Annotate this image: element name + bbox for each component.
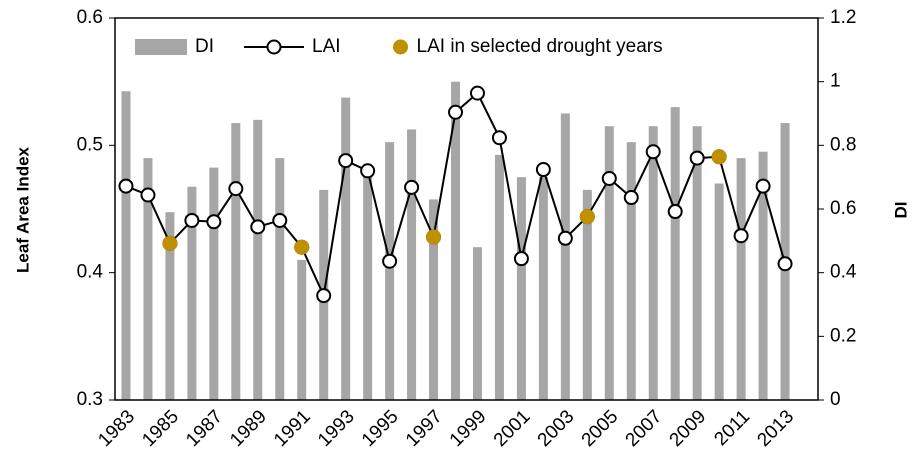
bar bbox=[429, 199, 439, 400]
point bbox=[228, 181, 244, 197]
legend-swatch bbox=[135, 39, 187, 55]
bar bbox=[121, 91, 131, 400]
x-tick-label: 2011 bbox=[710, 406, 754, 450]
legend-label: DI bbox=[195, 36, 214, 57]
bar bbox=[253, 119, 263, 400]
bar bbox=[187, 186, 197, 400]
bar bbox=[736, 158, 746, 400]
y-tick-label: 0.5 bbox=[77, 134, 103, 155]
bar bbox=[231, 123, 241, 401]
x-tick-label: 1989 bbox=[226, 406, 271, 451]
bar bbox=[516, 177, 526, 400]
point bbox=[250, 219, 266, 235]
point bbox=[294, 239, 310, 255]
bar bbox=[407, 129, 417, 400]
bar bbox=[297, 259, 307, 400]
point bbox=[645, 144, 661, 160]
point bbox=[360, 163, 376, 179]
point bbox=[118, 178, 134, 194]
bar bbox=[670, 107, 680, 400]
x-tick-label: 2013 bbox=[753, 406, 798, 451]
bar bbox=[758, 151, 768, 400]
bar bbox=[648, 126, 658, 400]
x-tick-label: 2007 bbox=[622, 406, 667, 451]
x-tick-label: 1999 bbox=[446, 406, 491, 451]
point bbox=[206, 214, 222, 230]
point bbox=[711, 149, 727, 165]
point bbox=[448, 104, 464, 120]
y-tick-label: 0.3 bbox=[77, 389, 103, 410]
bar bbox=[538, 177, 548, 400]
bar bbox=[714, 183, 724, 400]
x-tick-label: 1995 bbox=[358, 406, 403, 451]
x-tick-label: 1997 bbox=[402, 406, 447, 451]
x-tick-label: 1991 bbox=[270, 406, 315, 451]
point bbox=[162, 235, 178, 251]
bar bbox=[560, 113, 570, 400]
point bbox=[777, 256, 793, 272]
point bbox=[623, 190, 639, 206]
y2-tick-label: 0.4 bbox=[830, 262, 857, 283]
y2-tick-label: 0.2 bbox=[830, 325, 856, 346]
point bbox=[513, 251, 529, 267]
legend-swatch bbox=[266, 39, 282, 55]
x-tick-label: 2005 bbox=[578, 406, 623, 451]
bar bbox=[209, 167, 219, 400]
point bbox=[667, 204, 683, 220]
y2-tick-label: 1.2 bbox=[830, 7, 856, 28]
x-tick-label: 2001 bbox=[490, 406, 535, 451]
point bbox=[535, 162, 551, 178]
point bbox=[382, 253, 398, 269]
y-tick-label: 0.6 bbox=[77, 7, 103, 28]
legend-swatch bbox=[393, 39, 409, 55]
y2-axis-title: DI bbox=[891, 202, 910, 219]
point bbox=[272, 212, 288, 228]
x-tick-label: 1985 bbox=[138, 406, 183, 451]
bar bbox=[275, 158, 285, 400]
point bbox=[426, 229, 442, 245]
x-tick-label: 1993 bbox=[314, 406, 359, 451]
bar bbox=[604, 126, 614, 400]
bar bbox=[341, 97, 351, 400]
x-tick-label: 2009 bbox=[666, 406, 711, 451]
y2-tick-label: 1 bbox=[830, 71, 841, 92]
point bbox=[140, 187, 156, 203]
point bbox=[733, 228, 749, 244]
point bbox=[755, 178, 771, 194]
bar bbox=[582, 189, 592, 400]
bar bbox=[385, 142, 395, 400]
x-tick-label: 1987 bbox=[182, 406, 227, 451]
bar bbox=[451, 81, 461, 401]
point bbox=[557, 230, 573, 246]
y-axis-title: Leaf Area Index bbox=[13, 146, 32, 273]
point bbox=[316, 288, 332, 304]
plot-frame bbox=[114, 17, 819, 401]
y2-tick-label: 0.8 bbox=[830, 134, 856, 155]
bar bbox=[494, 154, 504, 400]
y2-tick-label: 0 bbox=[830, 389, 841, 410]
bar bbox=[626, 142, 636, 400]
bar bbox=[692, 126, 702, 400]
legend-label: LAI in selected drought years bbox=[417, 36, 663, 57]
point bbox=[689, 150, 705, 166]
bar bbox=[472, 247, 482, 400]
point bbox=[404, 179, 420, 195]
y2-tick-label: 0.6 bbox=[830, 198, 856, 219]
bar bbox=[143, 158, 153, 400]
x-tick-label: 1983 bbox=[94, 406, 139, 451]
point bbox=[579, 209, 595, 225]
x-tick-label: 2003 bbox=[534, 406, 579, 451]
point bbox=[184, 212, 200, 228]
point bbox=[338, 153, 354, 169]
point bbox=[491, 130, 507, 146]
bar bbox=[165, 212, 175, 400]
point bbox=[601, 170, 617, 186]
point bbox=[469, 85, 485, 101]
bar bbox=[363, 167, 373, 400]
y-tick-label: 0.4 bbox=[77, 262, 104, 283]
legend-label: LAI bbox=[312, 36, 341, 57]
